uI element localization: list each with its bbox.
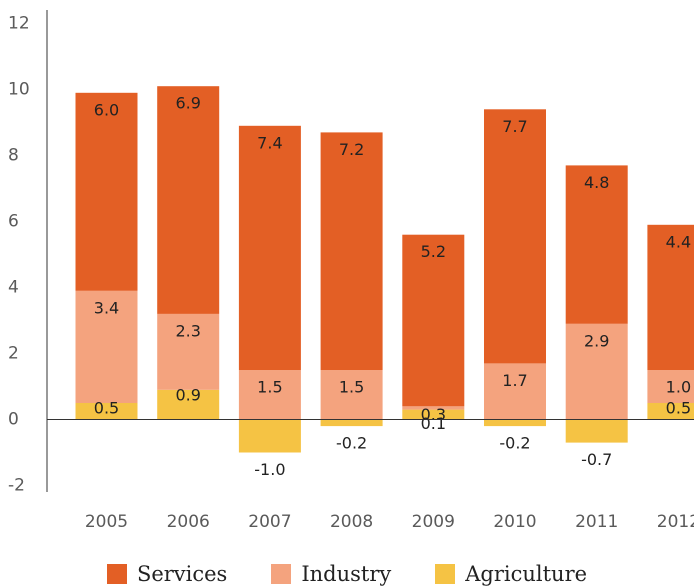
- data-label-services-2007: 7.4: [257, 133, 282, 152]
- data-label-agriculture-2010: -0.2: [499, 434, 530, 453]
- data-label-agriculture-2011: -0.7: [581, 450, 612, 469]
- data-label-services-2006: 6.9: [175, 94, 200, 113]
- bar-industry-2009: [402, 406, 465, 410]
- bar-agriculture-2006: [157, 389, 220, 420]
- data-label-agriculture-2008: -0.2: [336, 434, 367, 453]
- legend-swatch-services: [106, 564, 127, 584]
- bar-industry-2008: [320, 370, 383, 420]
- bar-services-2012: [647, 224, 694, 370]
- bar-services-2008: [320, 132, 383, 370]
- x-tick-label: 2011: [575, 512, 618, 532]
- x-tick-label: 2008: [330, 512, 373, 532]
- data-labels-layer: 0.5 3.4 6.0 0.9 2.3 6.9 -1.0 1.5 7.4 -0.2 1.5 7.2 0.…: [94, 94, 691, 479]
- y-tick-label: 8: [8, 146, 19, 166]
- x-tick-label: 2012: [657, 512, 694, 532]
- y-tick-label: 4: [8, 278, 19, 298]
- bar-industry-2012: [647, 370, 694, 403]
- bar-services-2005: [75, 92, 138, 291]
- x-tick-label: 2009: [412, 512, 455, 532]
- bar-industry-2011: [565, 323, 628, 420]
- data-label-industry-2005: 3.4: [94, 298, 119, 317]
- y-tick-label: 10: [8, 80, 30, 100]
- y-tick-label: 2: [8, 344, 19, 364]
- bar-industry-2010: [484, 363, 546, 420]
- bar-agriculture-2011: [565, 419, 628, 443]
- data-label-services-2012: 4.4: [666, 232, 691, 251]
- x-tick-label: 2010: [493, 512, 536, 532]
- legend-swatch-agriculture: [435, 564, 456, 584]
- legend-label-services: Services: [136, 562, 228, 586]
- bar-services-2007: [238, 125, 301, 370]
- legend-item-services: Services: [106, 560, 228, 588]
- bar-agriculture-2007: [238, 419, 301, 453]
- data-label-industry-2008: 1.5: [339, 378, 364, 397]
- bar-services-2009: [402, 234, 465, 407]
- data-label-agriculture-2006: 0.9: [175, 385, 200, 404]
- legend-item-agriculture: Agriculture: [435, 560, 587, 588]
- bar-services-2010: [484, 109, 546, 364]
- data-label-industry-2010: 1.7: [502, 371, 527, 390]
- data-label-industry-2007: 1.5: [257, 378, 282, 397]
- bar-industry-2006: [157, 313, 220, 390]
- y-tick-label: -2: [8, 476, 25, 496]
- axes-layer: 2005 2006 2007 2008 2009 2010 2011 2012 -2 0 2 4 6 8 1…: [8, 10, 694, 532]
- bar-industry-2005: [75, 290, 138, 403]
- data-label-industry-2011: 2.9: [584, 331, 609, 350]
- data-label-services-2011: 4.8: [584, 173, 609, 192]
- legend: Services Industry Agriculture: [0, 560, 694, 588]
- data-label-services-2010: 7.7: [502, 117, 527, 136]
- bar-agriculture-2005: [75, 403, 138, 420]
- legend-swatch-industry: [271, 564, 292, 584]
- x-tick-label: 2005: [85, 512, 128, 532]
- bar-agriculture-2012: [647, 403, 694, 420]
- legend-label-industry: Industry: [301, 562, 392, 586]
- y-tick-label: 0: [8, 410, 19, 430]
- data-label-agriculture-2007: -1.0: [254, 460, 285, 479]
- data-label-services-2008: 7.2: [339, 140, 364, 159]
- bar-agriculture-2008: [320, 419, 383, 427]
- x-tick-label: 2006: [167, 512, 210, 532]
- legend-item-industry: Industry: [271, 560, 391, 588]
- bar-agriculture-2009: [402, 409, 465, 420]
- data-label-agriculture-2012: 0.5: [666, 399, 691, 418]
- bar-agriculture-2010: [484, 419, 546, 427]
- data-label-services-2005: 6.0: [94, 100, 119, 119]
- y-tick-label: 12: [8, 14, 30, 34]
- bar-industry-2007: [238, 370, 301, 420]
- y-tick-label: 6: [8, 212, 19, 232]
- data-label-industry-2009: 0.1: [421, 414, 446, 433]
- legend-label-agriculture: Agriculture: [465, 562, 588, 586]
- bars-layer: [75, 86, 694, 453]
- bar-services-2006: [157, 86, 220, 314]
- data-label-services-2009: 5.2: [421, 242, 446, 261]
- data-label-agriculture-2005: 0.5: [94, 399, 119, 418]
- data-label-industry-2006: 2.3: [175, 321, 200, 340]
- data-label-industry-2012: 1.0: [666, 378, 691, 397]
- x-tick-label: 2007: [248, 512, 291, 532]
- bar-services-2011: [565, 165, 628, 324]
